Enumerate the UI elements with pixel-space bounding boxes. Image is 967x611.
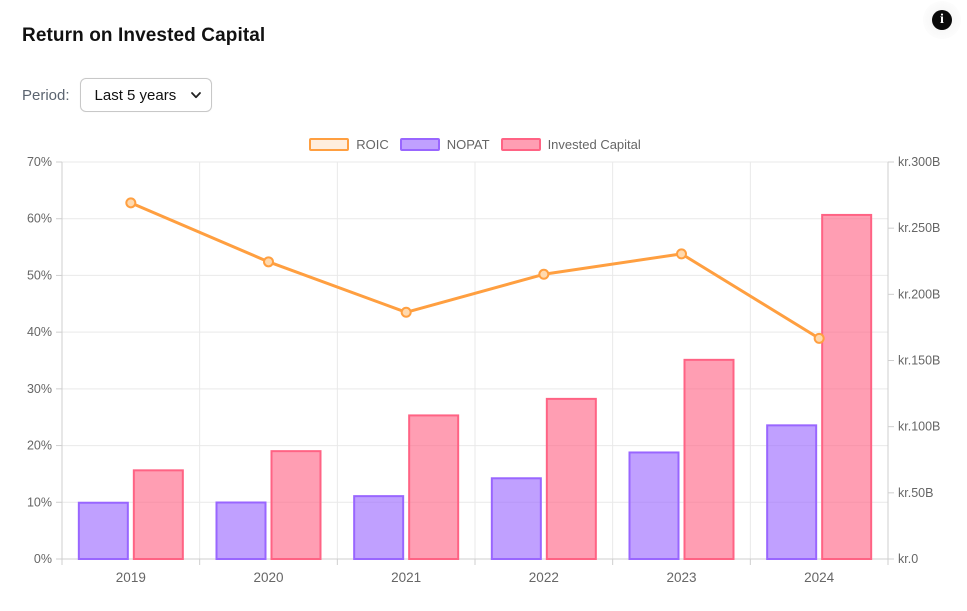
left-axis-tick-label: 20% — [27, 439, 52, 453]
nopat-bar — [353, 495, 405, 560]
x-axis-label: 2022 — [529, 570, 559, 585]
legend-item-invested-capital[interactable]: Invested Capital — [500, 137, 641, 152]
x-axis-label: 2023 — [666, 570, 696, 585]
right-axis-tick-label: kr.0 — [898, 552, 918, 566]
left-axis-tick-label: 10% — [27, 495, 52, 509]
left-axis-tick-label: 40% — [27, 325, 52, 339]
invested-capital-bar — [821, 213, 873, 561]
nopat-bar — [215, 501, 267, 560]
right-axis-tick-label: kr.300B — [898, 155, 940, 169]
legend-item-nopat[interactable]: NOPAT — [399, 137, 490, 152]
left-axis-tick-label: 50% — [27, 268, 52, 282]
nopat-bar — [628, 451, 680, 561]
invested-capital-bar — [683, 358, 735, 560]
left-axis-tick-label: 60% — [27, 212, 52, 226]
legend-swatch — [309, 138, 350, 151]
nopat-bar — [766, 424, 818, 560]
roic-point — [125, 197, 137, 209]
roic-point — [400, 306, 412, 318]
right-axis-tick-label: kr.50B — [898, 486, 933, 500]
legend-swatch — [399, 138, 440, 151]
roic-chart: ROIC NOPAT Invested Capital 0% 10% 20% 30% 40%… — [0, 130, 967, 611]
roic-point — [676, 248, 687, 260]
page-title: Return on Invested Capital — [22, 25, 266, 46]
info-button[interactable]: i — [923, 1, 961, 39]
x-axis-label: 2021 — [391, 570, 421, 585]
legend-item-roic[interactable]: ROIC — [309, 137, 389, 152]
info-icon: i — [932, 10, 952, 30]
nopat-bar — [77, 501, 129, 560]
legend-swatch — [500, 138, 541, 151]
x-axis-label: 2020 — [253, 570, 283, 585]
left-axis-tick-label: 30% — [27, 382, 52, 396]
nopat-bar — [490, 477, 542, 561]
invested-capital-bar — [270, 450, 322, 561]
chart-legend: ROIC NOPAT Invested Capital — [0, 137, 950, 152]
invested-capital-bar — [132, 469, 184, 560]
x-axis-label: 2019 — [116, 570, 146, 585]
roic-point — [813, 332, 825, 344]
roic-point — [263, 256, 274, 268]
right-axis-tick-label: kr.200B — [898, 287, 940, 301]
period-controls: Period: Last 5 years — [22, 78, 212, 112]
left-axis-tick-label: 0% — [34, 552, 52, 566]
roic-line — [129, 201, 821, 340]
right-axis-tick-label: kr.100B — [898, 420, 940, 434]
invested-capital-bar — [545, 397, 597, 561]
right-axis-tick-label: kr.150B — [898, 354, 940, 368]
x-axis-label: 2024 — [804, 570, 835, 585]
right-axis-tick-label: kr.250B — [898, 221, 940, 235]
legend-label: NOPAT — [446, 137, 490, 152]
legend-label: Invested Capital — [547, 137, 641, 152]
left-axis-tick-label: 70% — [27, 155, 52, 169]
chart-plot: 0% 10% 20% 30% 40% 50% 60% 70% kr.0 kr.50B kr.100B… — [27, 155, 940, 585]
period-label: Period: — [22, 86, 70, 104]
period-select-wrap: Last 5 years — [79, 78, 212, 112]
legend-label: ROIC — [356, 137, 389, 152]
roic-point — [538, 268, 550, 280]
invested-capital-bar — [408, 414, 460, 560]
period-select[interactable]: Last 5 years — [79, 78, 212, 112]
